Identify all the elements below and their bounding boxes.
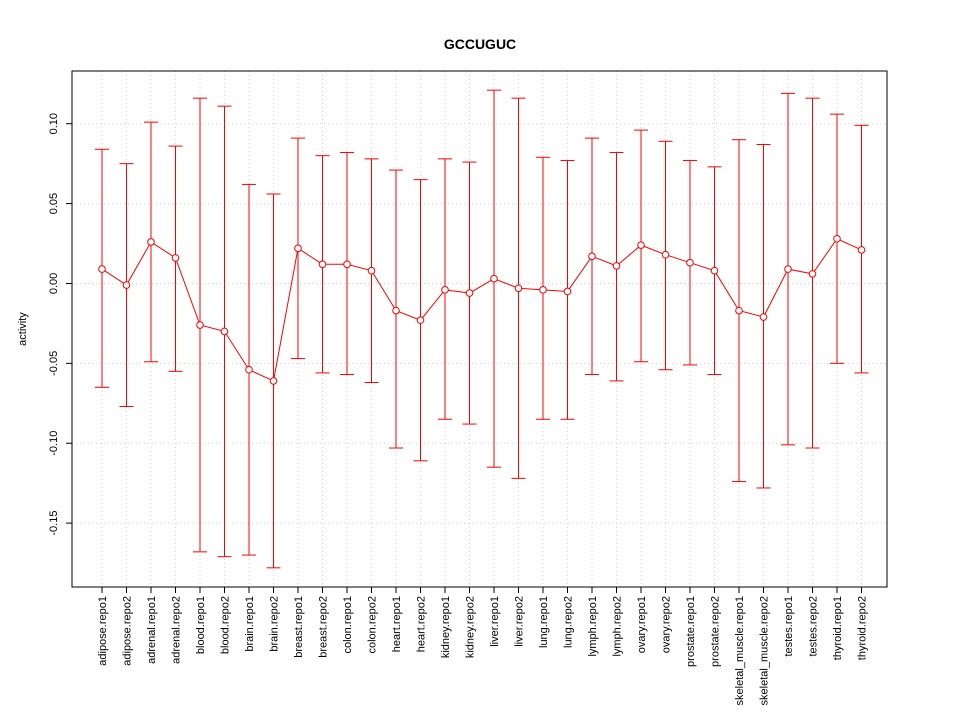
series-line [101,238,862,382]
series [95,89,869,569]
data-point [98,265,106,273]
x-tick-label: brain.repo2 [269,596,281,652]
data-point [294,244,302,253]
x-tick-label: breast.repo1 [293,596,305,658]
y-tick-label: 0.10 [48,113,60,134]
data-point [563,287,572,296]
x-tick-label: blood.repo2 [220,596,232,654]
x-tick-label: adrenal.repo1 [146,596,158,664]
x-tick-label: brain.repo1 [244,596,256,652]
x-tick-label: colon.repo1 [342,596,354,654]
data-point [441,286,449,294]
x-tick-label: skeletal_muscle.repo1 [734,596,746,705]
x-tick-label: heart.repo1 [391,596,403,652]
x-tick-label: testes.repo1 [783,596,795,657]
x-tick-label: blood.repo1 [195,596,207,654]
data-point [710,266,719,275]
data-point [171,254,180,262]
data-point [637,241,645,249]
x-tick-label: liver.repo2 [514,596,526,647]
x-tick-label: adrenal.repo2 [171,596,183,664]
data-point [857,246,866,254]
data-point [490,274,498,283]
data-point [245,365,253,374]
data-point [465,289,474,297]
data-point [220,327,229,336]
data-point [122,281,131,289]
plot-frame [71,70,888,588]
x-tick-label: breast.repo2 [318,596,330,658]
x-tick-label: adipose.repo1 [97,596,109,666]
data-point [343,260,351,269]
y-tick-label: 0.05 [48,193,60,214]
x-tick-label: ovary.repo2 [661,596,673,653]
x-axis: adipose.repo1 adipose.repo2 adrenal.repo1 a… [97,587,869,705]
y-tick-label: -0.15 [48,511,60,536]
data-point [514,284,523,293]
x-tick-label: prostate.repo1 [685,596,697,667]
x-tick-label: adipose.repo2 [122,596,134,666]
y-axis-label: activity [17,312,29,346]
data-point [588,252,596,261]
y-axis: -0.15 -0.10 -0.05 0.00 0.05 0.10 [48,113,72,536]
data-point [392,306,400,315]
x-tick-label: skeletal_muscle.repo2 [759,596,771,705]
x-tick-label: kidney.repo1 [440,596,452,658]
data-point [367,266,376,275]
x-tick-label: lung.repo1 [538,596,550,648]
data-point [318,260,327,269]
data-point [147,238,155,246]
x-tick-label: lymph.repo1 [587,596,599,657]
data-point [759,313,768,321]
x-tick-label: testes.repo2 [808,596,820,657]
data-point [661,250,670,259]
x-tick-label: lung.repo2 [563,596,575,648]
chart-title: GCCUGUC [444,36,516,52]
x-tick-label: liver.repo1 [489,596,501,647]
data-point [269,377,278,385]
x-tick-label: thyroid.repo1 [832,596,844,660]
x-tick-label: ovary.repo1 [636,596,648,653]
x-tick-label: heart.repo2 [416,596,428,652]
y-tick-label: 0.00 [48,273,60,294]
data-point [833,234,841,243]
data-point [416,316,425,325]
data-point [539,286,547,294]
data-point [612,262,621,270]
x-tick-label: kidney.repo2 [465,596,477,658]
data-point [784,265,792,273]
data-point [196,321,204,329]
x-tick-label: colon.repo2 [367,596,379,654]
x-tick-label: lymph.repo2 [612,596,624,657]
data-point [686,258,694,267]
x-tick-label: prostate.repo2 [710,596,722,667]
grid [72,71,887,587]
y-tick-label: -0.10 [48,431,60,456]
y-tick-label: -0.05 [48,351,60,376]
data-point [808,270,817,278]
x-tick-label: thyroid.repo2 [857,596,869,660]
data-point [735,306,743,315]
